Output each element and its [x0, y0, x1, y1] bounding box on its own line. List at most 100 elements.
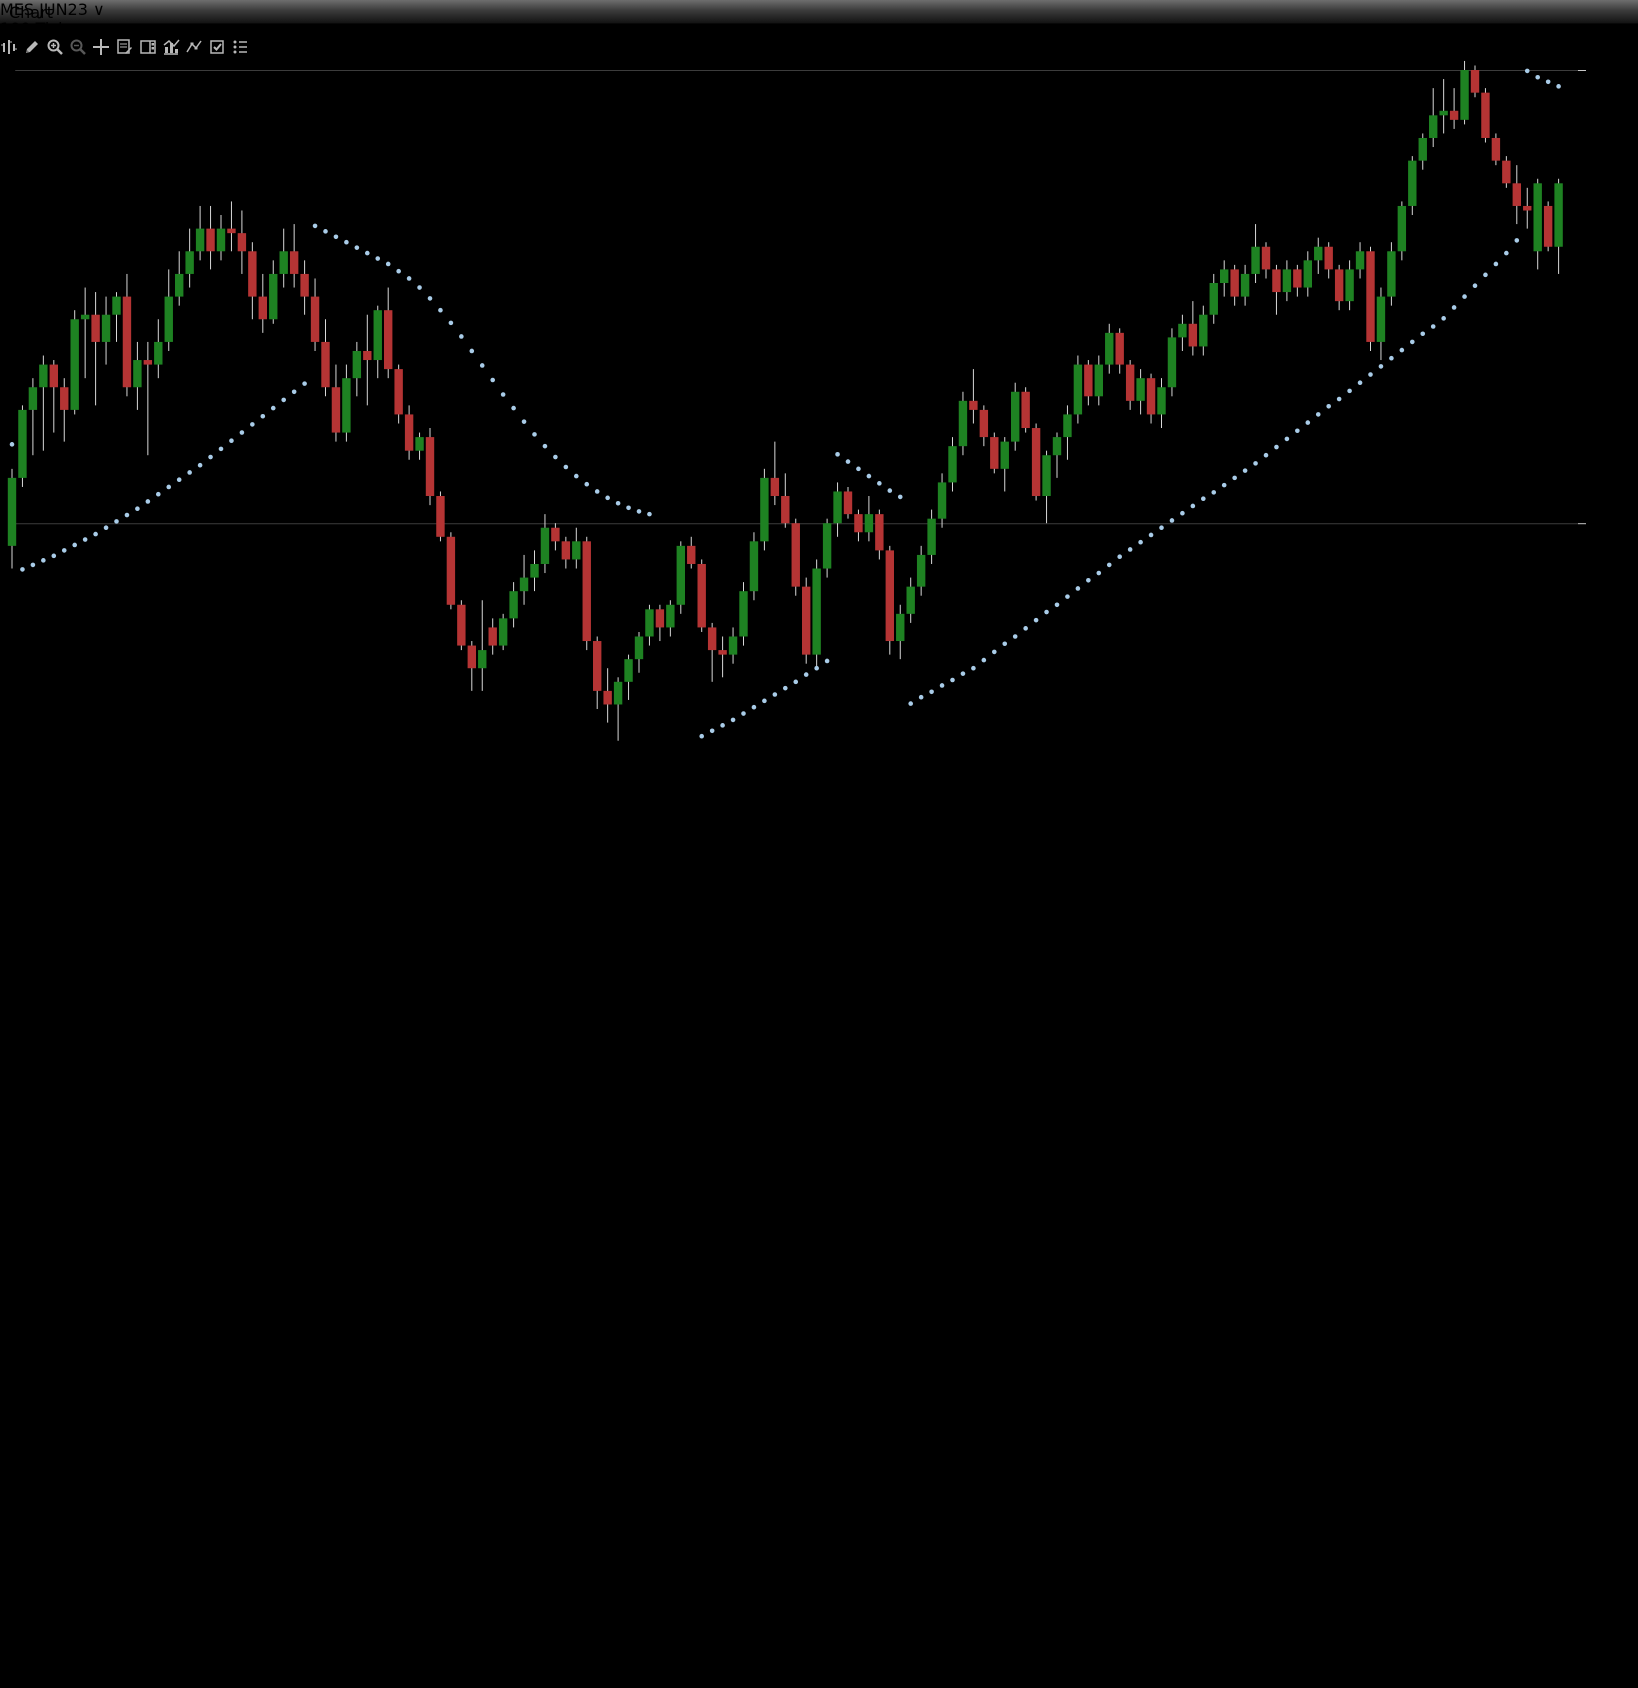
candle-body: [1272, 269, 1281, 293]
psar-dot: [438, 307, 443, 313]
psar-dot: [229, 438, 234, 444]
candle-body: [1188, 323, 1198, 347]
psar-dot: [1472, 283, 1478, 289]
candle-body: [18, 409, 27, 478]
candle-body: [1146, 378, 1156, 415]
psar-dot: [333, 234, 339, 240]
close-button[interactable]: ✕: [0, 79, 14, 98]
psar-dot: [783, 685, 788, 691]
chart-trader-icon[interactable]: [139, 40, 157, 60]
candle-body: [603, 690, 612, 705]
candle-body: [373, 310, 382, 361]
psar-dot: [1545, 79, 1551, 85]
candle-body: [979, 409, 989, 438]
candle-body: [49, 364, 58, 388]
candle-body: [1000, 441, 1009, 469]
zoom-in-icon[interactable]: [46, 39, 64, 60]
psar-dot: [1326, 403, 1331, 409]
psar-dot: [1159, 525, 1164, 531]
candle-body: [854, 514, 863, 533]
psar-dot: [9, 442, 15, 447]
psar-dot: [270, 405, 276, 411]
indicators-icon[interactable]: [162, 39, 180, 60]
candle-body: [1345, 269, 1354, 302]
candle-body: [885, 550, 894, 642]
candle-body: [1167, 337, 1177, 388]
chart-tab[interactable]: Chart: [0, 0, 62, 24]
candle-body: [1355, 251, 1365, 270]
psar-dot: [720, 723, 725, 728]
candle-body: [279, 251, 288, 274]
candle-body: [289, 251, 299, 274]
candle-body: [216, 228, 226, 252]
candle-body: [143, 360, 153, 365]
properties-icon[interactable]: [231, 40, 249, 60]
psar-dot: [1336, 396, 1342, 402]
psar-dot: [542, 443, 548, 449]
minimize-button[interactable]: —: [0, 60, 16, 79]
interval-dropdown[interactable]: 100 Tick ∨: [0, 19, 1638, 38]
candle-body: [1314, 246, 1323, 261]
candle-body: [457, 604, 466, 646]
bars-style-icon[interactable]: [0, 40, 18, 60]
candle-body: [530, 563, 539, 578]
drawing-tools-icon[interactable]: [185, 40, 203, 60]
psar-dot: [741, 711, 746, 716]
psar-dot: [1002, 641, 1008, 647]
candle-body: [248, 251, 257, 297]
pencil-icon[interactable]: [23, 41, 41, 60]
psar-dot: [1295, 428, 1300, 434]
candle-body: [593, 641, 602, 691]
psar-dot: [291, 389, 297, 395]
psar-dot: [41, 558, 46, 563]
candle-body: [237, 233, 247, 252]
candle-body: [39, 364, 48, 388]
candle-body: [1366, 251, 1375, 342]
strategies-icon[interactable]: [208, 40, 226, 60]
instrument-dropdown[interactable]: MES JUN23 ∨: [0, 0, 1638, 19]
chevron-down-icon: ∨: [93, 0, 105, 19]
psar-dot: [354, 245, 360, 250]
chart-plot-area[interactable]: [0, 0, 1638, 844]
psar-dot: [1368, 372, 1373, 377]
psar-dot: [250, 422, 255, 427]
psar-dot: [260, 413, 266, 419]
go-to-last-bar-arrow-icon[interactable]: →: [0, 886, 14, 905]
candle-body: [342, 378, 351, 433]
psar-dot: [365, 250, 370, 256]
psar-dot: [553, 454, 558, 460]
candle-body: [781, 496, 790, 524]
psar-dot: [563, 464, 569, 470]
candle-body: [1157, 387, 1166, 415]
candle-body: [112, 296, 121, 315]
psar-dot: [918, 694, 924, 700]
psar-dot: [521, 419, 527, 424]
candle-body: [352, 350, 362, 379]
psar-dot: [1451, 305, 1457, 310]
candle-body: [1105, 332, 1114, 365]
candle-body: [1543, 205, 1553, 247]
candle-body: [404, 414, 414, 451]
candle-body: [185, 251, 194, 274]
psar-dot: [1535, 74, 1540, 80]
candle-body: [843, 491, 853, 515]
candle-body: [436, 496, 445, 537]
psar-dot: [1263, 452, 1269, 458]
candle-body: [791, 523, 800, 587]
candle-body: [927, 518, 936, 555]
crosshair-icon[interactable]: [92, 39, 110, 60]
candle-body: [310, 296, 320, 342]
psar-dot: [1033, 617, 1039, 623]
psar-dot: [1556, 84, 1561, 89]
psar-dot: [385, 261, 391, 267]
candle-body: [1418, 137, 1427, 161]
zoom-out-icon[interactable]: [69, 39, 87, 60]
price-axis-border: [0, 905, 1638, 1688]
psar-dot: [950, 677, 955, 683]
psar-dot: [762, 698, 767, 704]
psar-dot: [1180, 510, 1185, 516]
psar-dot: [814, 665, 819, 671]
candle-body: [718, 650, 727, 655]
psar-dot: [1065, 594, 1070, 599]
data-box-icon[interactable]: [115, 39, 133, 60]
